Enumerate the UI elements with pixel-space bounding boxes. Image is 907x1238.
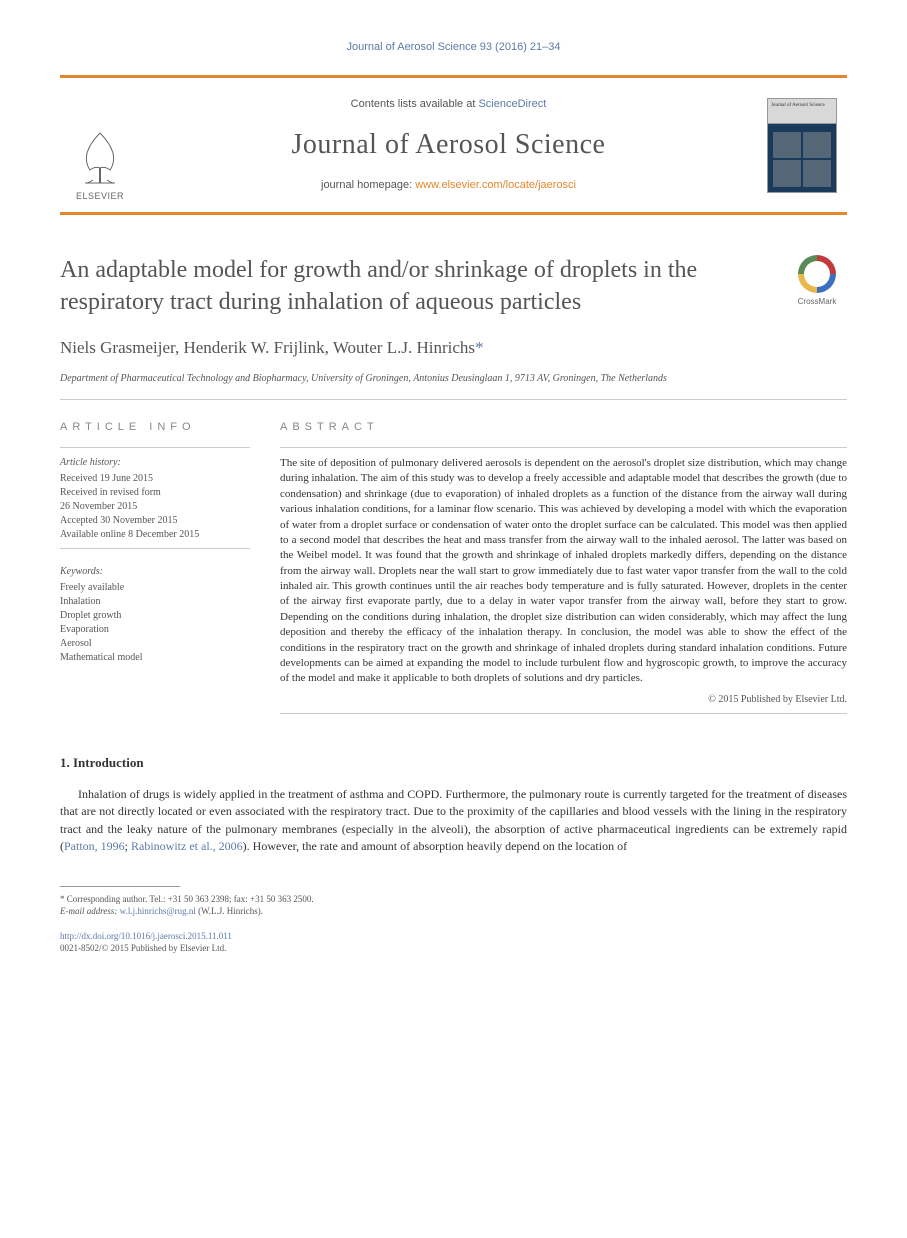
email-label: E-mail address: (60, 906, 120, 916)
citation-link[interactable]: Rabinowitz et al., 2006 (131, 839, 243, 853)
email-link[interactable]: w.l.j.hinrichs@rug.nl (120, 906, 196, 916)
article-title: An adaptable model for growth and/or shr… (60, 255, 767, 317)
issn-line: 0021-8502/© 2015 Published by Elsevier L… (60, 942, 847, 955)
keyword: Aerosol (60, 637, 250, 651)
elsevier-tree-icon (75, 128, 125, 188)
history-revised1: Received in revised form (60, 486, 250, 500)
contents-prefix: Contents lists available at (351, 98, 479, 110)
contents-line: Contents lists available at ScienceDirec… (140, 97, 757, 112)
footnote-rule (60, 886, 180, 887)
elsevier-label: ELSEVIER (76, 190, 124, 203)
crossmark-badge[interactable]: CrossMark (787, 255, 847, 307)
article-info-column: ARTICLE INFO Article history: Received 1… (60, 420, 250, 714)
history-accepted: Accepted 30 November 2015 (60, 514, 250, 528)
history-received: Received 19 June 2015 (60, 472, 250, 486)
article-info-heading: ARTICLE INFO (60, 420, 250, 435)
info-divider (60, 548, 250, 549)
intro-paragraph: Inhalation of drugs is widely applied in… (60, 786, 847, 856)
abstract-text: The site of deposition of pulmonary deli… (280, 456, 847, 687)
journal-header: ELSEVIER Contents lists available at Sci… (60, 75, 847, 215)
affiliation: Department of Pharmaceutical Technology … (60, 372, 847, 385)
info-divider (60, 447, 250, 448)
journal-cover-thumb: Journal of Aerosol Science (767, 98, 837, 193)
divider (60, 399, 847, 400)
email-line: E-mail address: w.l.j.hinrichs@rug.nl (W… (60, 905, 847, 918)
section-heading-intro: 1. Introduction (60, 754, 847, 772)
abstract-divider (280, 447, 847, 448)
keyword: Inhalation (60, 595, 250, 609)
history-online: Available online 8 December 2015 (60, 528, 250, 542)
keyword: Freely available (60, 581, 250, 595)
email-suffix: (W.L.J. Hinrichs). (196, 906, 263, 916)
corr-asterisk: * (475, 338, 484, 357)
keywords-label: Keywords: (60, 565, 250, 579)
keyword: Evaporation (60, 623, 250, 637)
doi-link[interactable]: http://dx.doi.org/10.1016/j.jaerosci.201… (60, 931, 232, 941)
cover-title: Journal of Aerosol Science (771, 103, 833, 108)
doi-line: http://dx.doi.org/10.1016/j.jaerosci.201… (60, 930, 847, 943)
authors: Niels Grasmeijer, Henderik W. Frijlink, … (60, 336, 847, 360)
abstract-divider (280, 713, 847, 714)
authors-list: Niels Grasmeijer, Henderik W. Frijlink, … (60, 338, 475, 357)
running-head: Journal of Aerosol Science 93 (2016) 21–… (60, 40, 847, 55)
crossmark-label: CrossMark (787, 296, 847, 307)
crossmark-icon (798, 255, 836, 293)
copyright: © 2015 Published by Elsevier Ltd. (280, 693, 847, 707)
keyword: Mathematical model (60, 651, 250, 665)
citation-link[interactable]: Patton, 1996 (64, 839, 125, 853)
history-label: Article history: (60, 456, 250, 470)
homepage-line: journal homepage: www.elsevier.com/locat… (140, 178, 757, 193)
keyword: Droplet growth (60, 609, 250, 623)
sciencedirect-link[interactable]: ScienceDirect (478, 98, 546, 110)
abstract-column: ABSTRACT The site of deposition of pulmo… (280, 420, 847, 714)
abstract-heading: ABSTRACT (280, 420, 847, 435)
homepage-link[interactable]: www.elsevier.com/locate/jaerosci (415, 179, 576, 191)
history-revised2: 26 November 2015 (60, 500, 250, 514)
homepage-prefix: journal homepage: (321, 179, 415, 191)
corresponding-author: * Corresponding author. Tel.: +31 50 363… (60, 893, 847, 906)
journal-name: Journal of Aerosol Science (140, 125, 757, 164)
intro-text-b: ). However, the rate and amount of absor… (243, 839, 627, 853)
elsevier-logo-block: ELSEVIER (60, 78, 140, 212)
cover-thumbnail-block: Journal of Aerosol Science (757, 78, 847, 212)
